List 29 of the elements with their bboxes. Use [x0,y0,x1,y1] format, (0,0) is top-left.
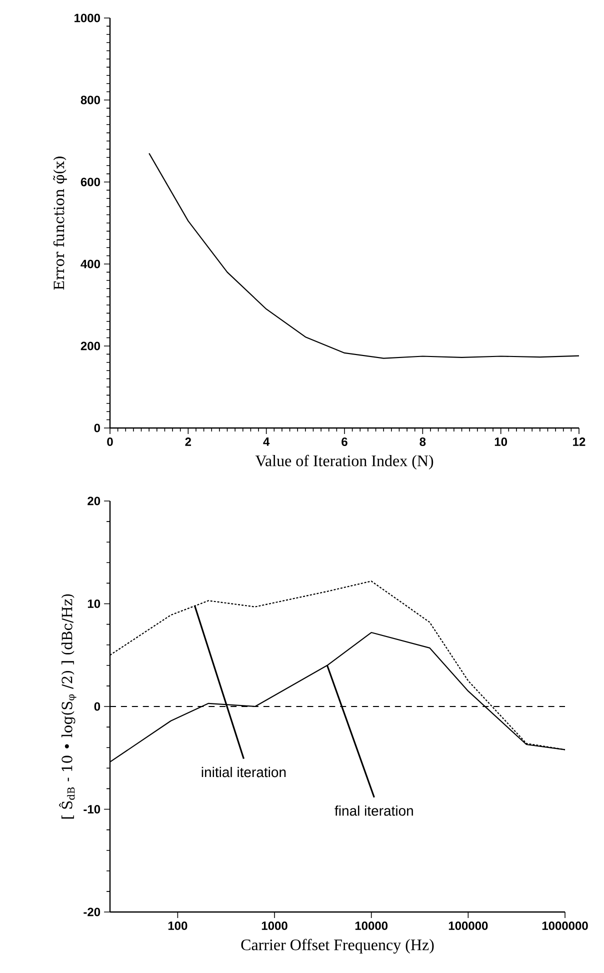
y-axis-title: Error function φ̃(x) [53,156,67,290]
x-tick-label: 10000 [355,922,388,930]
y-tick-label: -20 [84,908,100,916]
x-tick-label: 1000 [262,922,288,930]
y-tick-label: 800 [80,96,100,104]
y-tick-label: 20 [88,496,100,506]
y-tick-label: -10 [84,804,100,814]
y-tick-label: 0 [94,702,100,711]
y-tick-label: 0 [94,424,100,432]
x-tick-label: 2 [185,438,192,446]
annotation: initial iteration [202,766,286,778]
y-tick-label: 200 [80,342,100,350]
annotation: final iteration [334,806,413,816]
x-tick-label: 1000000 [542,922,588,930]
x-tick-label: 8 [420,438,426,446]
x-tick-label: 10 [494,438,508,446]
x-tick-label: 4 [263,438,270,446]
y-tick-label: 10 [88,600,100,608]
x-axis-title: Value of Iteration Index (N) [255,454,434,470]
x-tick-label: 100 [168,922,188,930]
x-tick-label: 12 [573,438,586,446]
x-axis-title: Carrier Offset Frequency (Hz) [241,938,434,954]
y-tick-label: 600 [80,178,100,186]
x-tick-label: 100000 [448,922,488,930]
y-tick-label: 400 [80,260,100,268]
x-tick-label: 6 [342,438,348,446]
x-tick-label: 0 [107,438,113,446]
y-axis-title: [ Ŝ$_{dB}$ - 10 • log(S$_{φ}$ /2) ] (dBc/Hz) [59,594,76,819]
y-tick-label: 1000 [74,14,100,22]
